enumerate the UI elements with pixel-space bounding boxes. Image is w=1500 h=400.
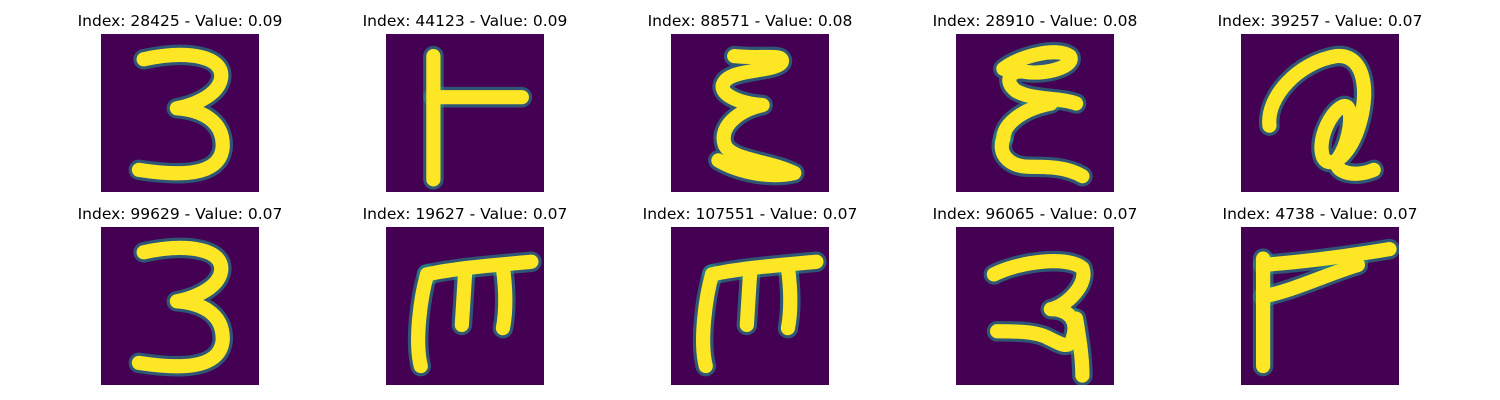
grid-cell: Index: 19627 - Value: 0.07: [335, 203, 595, 389]
panel-title: Index: 39257 - Value: 0.07: [1217, 12, 1423, 30]
digit-image: [101, 227, 259, 385]
glyph-stroke: [711, 49, 802, 183]
glyph-stroke: [454, 267, 473, 333]
glyph-stroke: [131, 47, 230, 181]
grid-cell: Index: 44123 - Value: 0.09: [335, 10, 595, 196]
glyph-stroke: [1262, 49, 1381, 181]
glyph-stroke: [780, 260, 798, 336]
panel-title: Index: 96065 - Value: 0.07: [932, 205, 1138, 223]
panel-title: Index: 19627 - Value: 0.07: [362, 205, 568, 223]
glyph-stroke: [419, 254, 539, 282]
digit-image: [671, 34, 829, 192]
glyph-stroke: [704, 254, 824, 282]
glyph-stroke: [1068, 311, 1090, 383]
glyph-stroke: [495, 260, 513, 336]
grid-cell: Index: 28425 - Value: 0.09: [50, 10, 310, 196]
digit-image: [1241, 227, 1399, 385]
glyph-stroke: [411, 267, 435, 374]
glyph-stroke: [986, 254, 1091, 352]
grid-cell: Index: 88571 - Value: 0.08: [620, 10, 880, 196]
glyph-stroke: [1256, 242, 1397, 273]
digit-image: [671, 227, 829, 385]
glyph-stroke: [131, 240, 230, 374]
image-background: [386, 34, 544, 192]
grid-cell: Index: 28910 - Value: 0.08: [905, 10, 1165, 196]
digit-image: [1241, 34, 1399, 192]
grid-cell: Index: 99629 - Value: 0.07: [50, 203, 310, 389]
panel-title: Index: 4738 - Value: 0.07: [1222, 205, 1418, 223]
digit-image: [386, 227, 544, 385]
glyph-stroke: [739, 267, 758, 333]
glyph-stroke: [696, 267, 720, 374]
grid-cell: Index: 39257 - Value: 0.07: [1190, 10, 1450, 196]
panel-title: Index: 88571 - Value: 0.08: [647, 12, 853, 30]
digit-image: [956, 34, 1114, 192]
glyph-stroke: [1256, 257, 1366, 304]
panel-title: Index: 99629 - Value: 0.07: [77, 205, 283, 223]
grid-cell: Index: 96065 - Value: 0.07: [905, 203, 1165, 389]
glyph-stroke: [994, 131, 1090, 184]
digit-image: [386, 34, 544, 192]
panel-title: Index: 107551 - Value: 0.07: [642, 205, 858, 223]
digit-image: [101, 34, 259, 192]
digit-image: [956, 227, 1114, 385]
glyph-stroke: [996, 45, 1084, 111]
grid-cell: Index: 107551 - Value: 0.07: [620, 203, 880, 389]
panel-title: Index: 28425 - Value: 0.09: [77, 12, 283, 30]
grid-cell: Index: 4738 - Value: 0.07: [1190, 203, 1450, 389]
panel-title: Index: 44123 - Value: 0.09: [362, 12, 568, 30]
panel-title: Index: 28910 - Value: 0.08: [932, 12, 1138, 30]
